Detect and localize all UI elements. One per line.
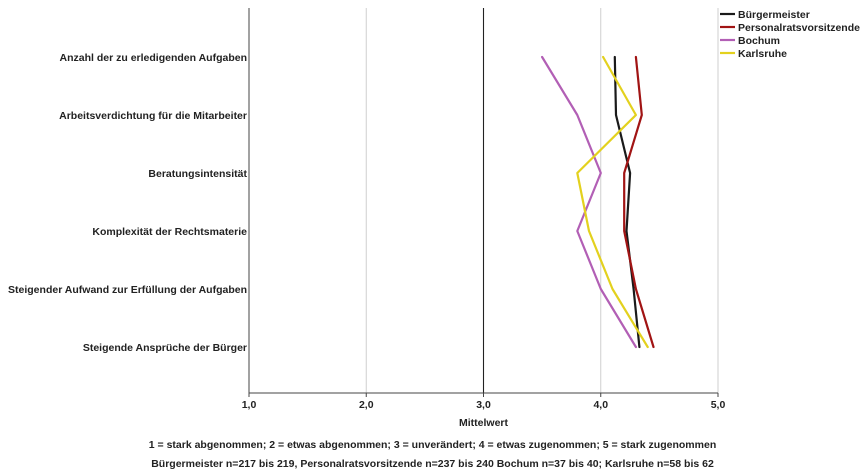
legend-label: Karlsruhe [738,48,787,60]
x-tick-label: 5,0 [711,399,726,411]
series-line-2 [623,55,655,349]
category-label: Beratungsintensität [148,168,247,180]
series-line-1 [613,55,641,349]
sample-footnote: Bürgermeister n=217 bis 219, Personalrat… [151,458,714,470]
x-tick-label: 4,0 [593,399,608,411]
category-label: Steigende Ansprüche der Bürger [83,342,247,354]
legend-label: Personalratsvorsitzende [738,22,860,34]
legend-label: Bürgermeister [738,9,810,21]
series-line-4 [576,55,649,349]
x-tick-label: 2,0 [359,399,374,411]
legend-label: Bochum [738,35,780,47]
scale-footnote: 1 = stark abgenommen; 2 = etwas abgenomm… [148,439,717,451]
x-tick-label: 1,0 [242,399,257,411]
category-label: Steigender Aufwand zur Erfüllung der Auf… [8,284,247,296]
category-label: Anzahl der zu erledigenden Aufgaben [60,52,247,64]
x-tick-label: 3,0 [476,399,491,411]
x-axis-title: Mittelwert [459,417,509,429]
series-line-3 [540,55,638,349]
category-label: Komplexität der Rechtsmaterie [92,226,247,238]
category-label: Arbeitsverdichtung für die Mitarbeiter [59,110,247,122]
